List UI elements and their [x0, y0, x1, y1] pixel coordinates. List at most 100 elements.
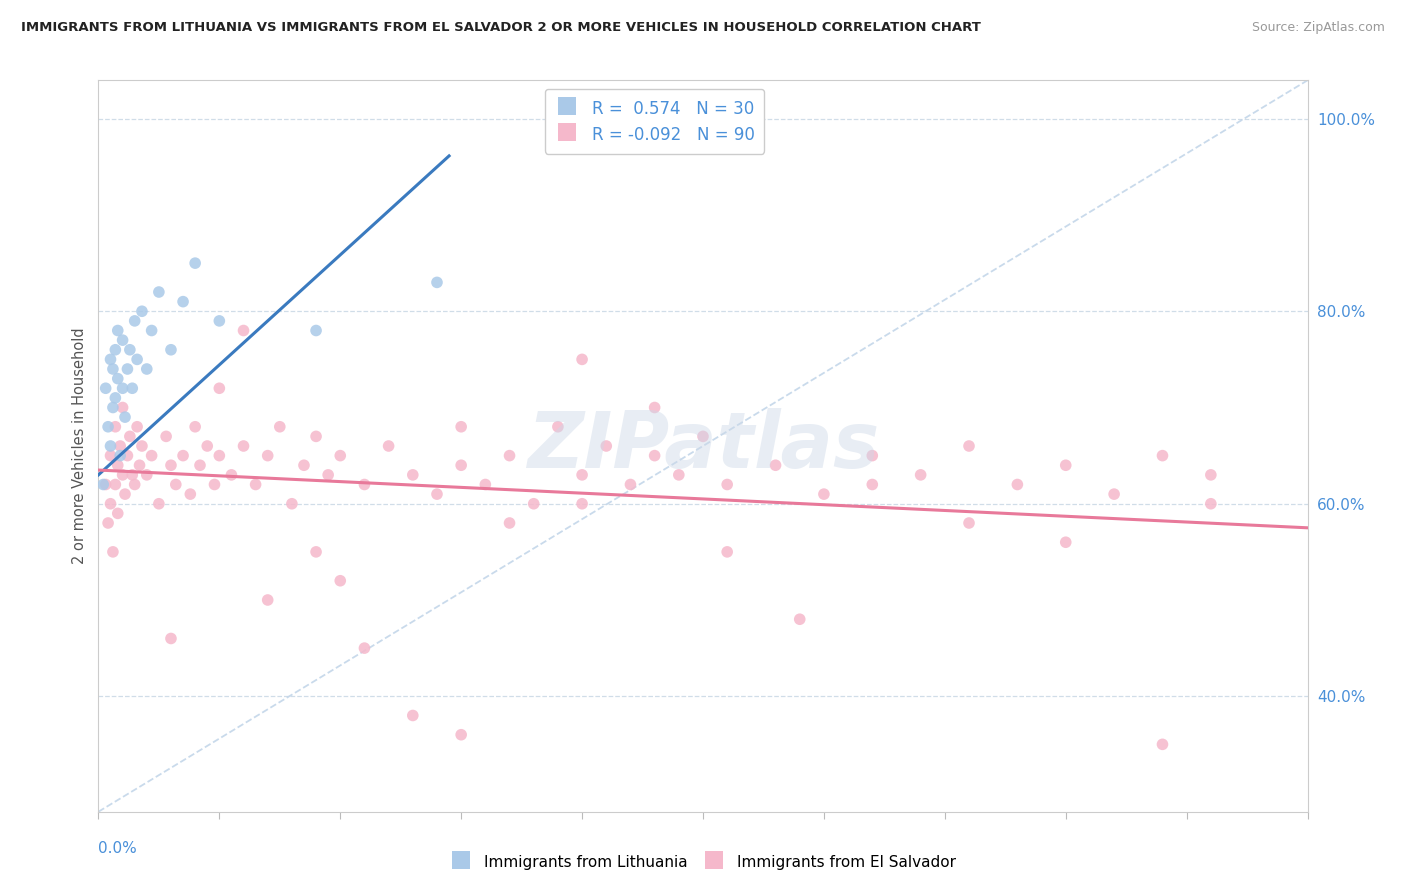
Point [101, 545, 124, 559]
Point [450, 728, 472, 742]
Point [111, 333, 134, 347]
Point [860, 477, 883, 491]
Point [450, 458, 472, 473]
Point [1199, 467, 1222, 482]
Point [135, 467, 157, 482]
Text: 0.0%: 0.0% [98, 841, 138, 856]
Point [121, 467, 143, 482]
Point [292, 458, 315, 473]
Point [108, 439, 131, 453]
Point [94, 381, 117, 395]
Point [118, 343, 141, 357]
Point [104, 343, 127, 357]
Point [107, 458, 129, 473]
Point [131, 439, 153, 453]
Point [232, 439, 254, 453]
Point [188, 458, 211, 473]
Point [111, 401, 134, 415]
Y-axis label: 2 or more Vehicles in Household: 2 or more Vehicles in Household [72, 327, 87, 565]
Point [148, 497, 170, 511]
Point [402, 467, 425, 482]
Point [100, 352, 122, 367]
Point [204, 477, 226, 491]
Point [101, 401, 124, 415]
Point [124, 477, 146, 491]
Point [117, 449, 139, 463]
Point [184, 256, 207, 270]
Point [100, 449, 122, 463]
Point [114, 410, 136, 425]
Point [111, 467, 134, 482]
Point [104, 477, 127, 491]
Point [957, 516, 980, 530]
Point [402, 708, 425, 723]
Point [571, 352, 593, 367]
Point [329, 574, 352, 588]
Point [716, 477, 738, 491]
Point [1054, 458, 1077, 473]
Point [474, 477, 496, 491]
Legend: R =  0.574   N = 30, R = -0.092   N = 90: R = 0.574 N = 30, R = -0.092 N = 90 [546, 88, 765, 153]
Point [160, 458, 183, 473]
Point [114, 487, 136, 501]
Point [910, 467, 932, 482]
Point [571, 497, 593, 511]
Point [160, 343, 183, 357]
Point [813, 487, 835, 501]
Point [547, 419, 569, 434]
Point [281, 497, 304, 511]
Point [131, 304, 153, 318]
Point [668, 467, 690, 482]
Point [121, 381, 143, 395]
Point [957, 439, 980, 453]
Point [172, 449, 194, 463]
Point [160, 632, 183, 646]
Point [716, 545, 738, 559]
Point [107, 507, 129, 521]
Point [644, 401, 666, 415]
Point [256, 593, 278, 607]
Point [1007, 477, 1029, 491]
Point [692, 429, 714, 443]
Point [107, 324, 129, 338]
Point [644, 449, 666, 463]
Point [117, 362, 139, 376]
Point [571, 467, 593, 482]
Point [305, 429, 328, 443]
Point [100, 439, 122, 453]
Point [107, 371, 129, 385]
Point [172, 294, 194, 309]
Point [208, 314, 231, 328]
Point [104, 391, 127, 405]
Point [208, 449, 231, 463]
Text: Source: ZipAtlas.com: Source: ZipAtlas.com [1251, 21, 1385, 34]
Point [498, 449, 520, 463]
Point [232, 324, 254, 338]
Point [127, 419, 149, 434]
Point [305, 324, 328, 338]
Point [269, 419, 291, 434]
Point [179, 487, 201, 501]
Point [1152, 449, 1174, 463]
Point [155, 429, 177, 443]
Point [141, 449, 163, 463]
Point [789, 612, 811, 626]
Point [860, 449, 883, 463]
Point [128, 458, 150, 473]
Point [135, 362, 157, 376]
Point [221, 467, 243, 482]
Point [118, 429, 141, 443]
Point [256, 449, 278, 463]
Point [1199, 497, 1222, 511]
Point [353, 641, 375, 656]
Point [245, 477, 267, 491]
Point [595, 439, 617, 453]
Point [97, 516, 120, 530]
Point [184, 419, 207, 434]
Text: IMMIGRANTS FROM LITHUANIA VS IMMIGRANTS FROM EL SALVADOR 2 OR MORE VEHICLES IN H: IMMIGRANTS FROM LITHUANIA VS IMMIGRANTS … [21, 21, 981, 34]
Point [353, 477, 375, 491]
Point [124, 314, 146, 328]
Point [94, 477, 117, 491]
Point [523, 497, 546, 511]
Point [100, 497, 122, 511]
